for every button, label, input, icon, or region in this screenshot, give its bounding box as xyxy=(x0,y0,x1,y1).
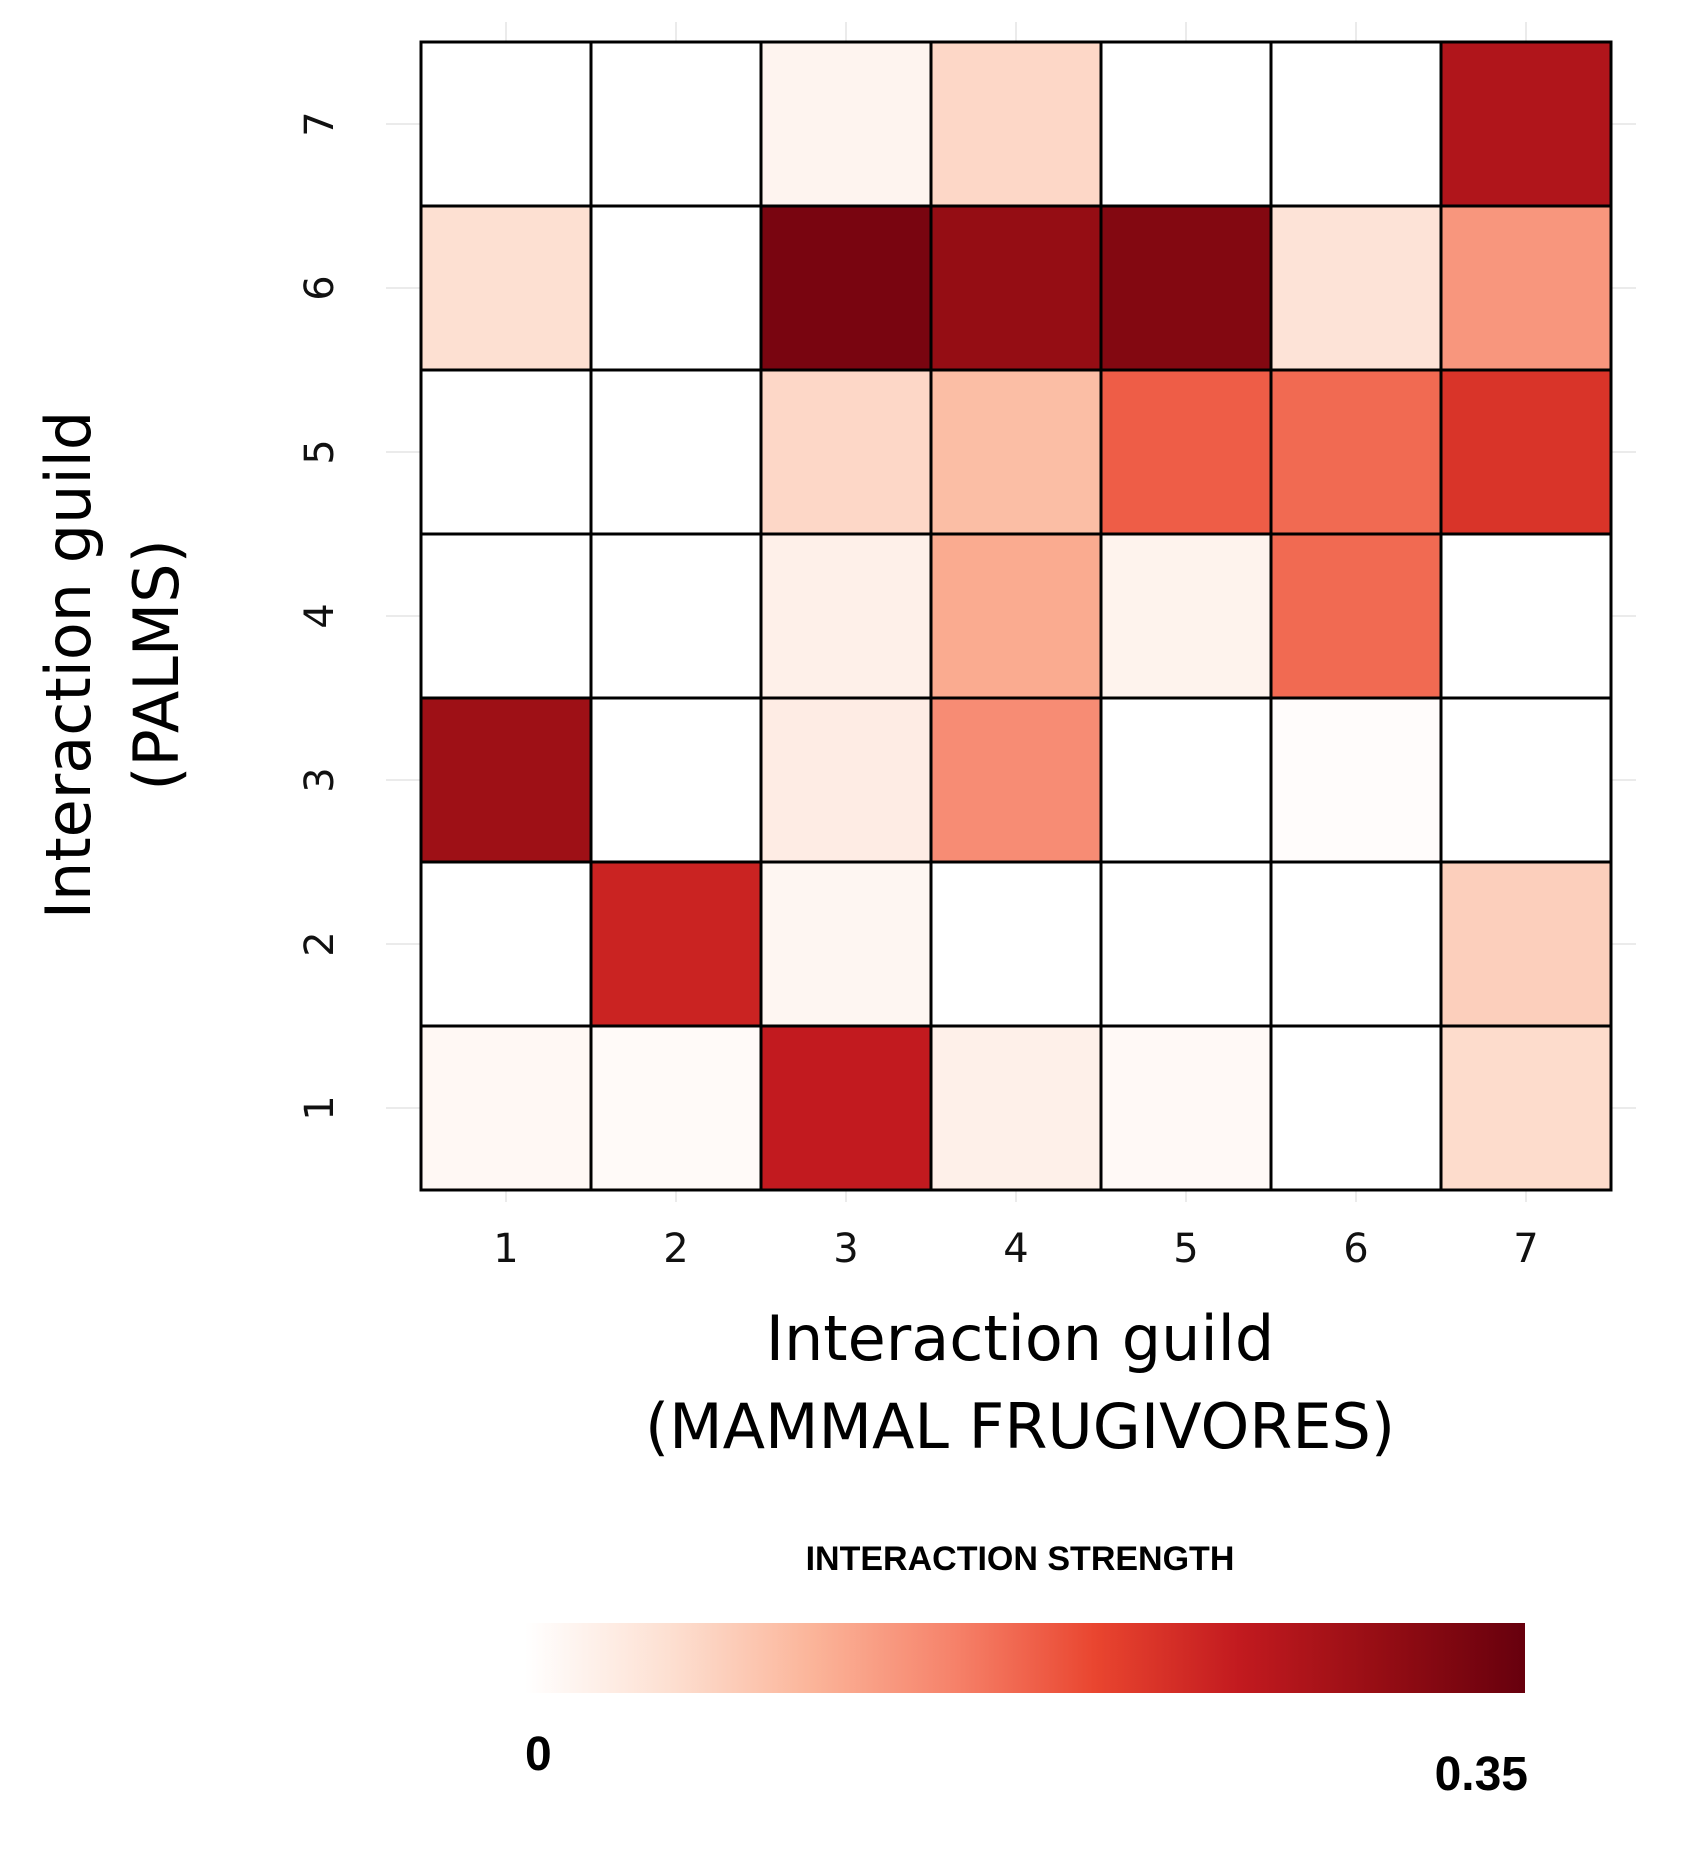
legend-min-label: 0 xyxy=(525,1728,552,1781)
heatmap-cell-x6-y5 xyxy=(1269,368,1443,536)
heatmap-cell-x5-y7 xyxy=(1099,40,1273,208)
heatmap-cell-x3-y4 xyxy=(759,532,933,700)
y-axis-title-line2: (PALMS) xyxy=(120,539,193,791)
heatmap-cell-x2-y7 xyxy=(589,40,763,208)
heatmap-cell-x2-y6 xyxy=(589,204,763,372)
heatmap-cell-x2-y1 xyxy=(589,1024,763,1192)
heatmap-cell-x1-y4 xyxy=(419,532,593,700)
heatmap-cell-x4-y5 xyxy=(929,368,1103,536)
x-tick-label: 7 xyxy=(1513,1226,1538,1272)
x-axis-title-line1: Interaction guild xyxy=(766,1302,1275,1375)
heatmap-cell-x4-y7 xyxy=(929,40,1103,208)
y-tick-label: 5 xyxy=(297,439,343,464)
heatmap-cell-x7-y2 xyxy=(1439,860,1613,1028)
y-tick-labels: 1 2 3 4 5 6 7 xyxy=(297,111,343,1120)
heatmap-cell-x4-y6 xyxy=(929,204,1103,372)
legend-colorbar xyxy=(525,1623,1525,1693)
heatmap-cell-x1-y5 xyxy=(419,368,593,536)
x-tick-label: 4 xyxy=(1003,1226,1028,1272)
x-tick-label: 3 xyxy=(833,1226,858,1272)
y-tick-label: 7 xyxy=(297,111,343,136)
heatmap-cell-x7-y7 xyxy=(1439,40,1613,208)
heatmap-cells xyxy=(419,40,1613,1192)
y-tick-label: 1 xyxy=(297,1095,343,1120)
heatmap-cell-x7-y5 xyxy=(1439,368,1613,536)
heatmap-cell-x6-y1 xyxy=(1269,1024,1443,1192)
heatmap-cell-x5-y5 xyxy=(1099,368,1273,536)
heatmap-cell-x5-y4 xyxy=(1099,532,1273,700)
heatmap-cell-x5-y3 xyxy=(1099,696,1273,864)
heatmap-cell-x3-y2 xyxy=(759,860,933,1028)
x-tick-label: 6 xyxy=(1343,1226,1368,1272)
y-tick-label: 2 xyxy=(297,931,343,956)
heatmap-cell-x3-y1 xyxy=(759,1024,933,1192)
heatmap-cell-x5-y6 xyxy=(1099,204,1273,372)
heatmap-cell-x2-y4 xyxy=(589,532,763,700)
heatmap-cell-x7-y6 xyxy=(1439,204,1613,372)
heatmap-cell-x2-y2 xyxy=(589,860,763,1028)
heatmap-cell-x4-y2 xyxy=(929,860,1103,1028)
legend-title: INTERACTION STRENGTH xyxy=(806,1540,1235,1578)
heatmap-cell-x5-y2 xyxy=(1099,860,1273,1028)
heatmap-cell-x6-y3 xyxy=(1269,696,1443,864)
heatmap-cell-x3-y6 xyxy=(759,204,933,372)
heatmap-cell-x6-y2 xyxy=(1269,860,1443,1028)
heatmap-cell-x1-y2 xyxy=(419,860,593,1028)
heatmap-cell-x5-y1 xyxy=(1099,1024,1273,1192)
heatmap-cell-x4-y3 xyxy=(929,696,1103,864)
heatmap-cell-x6-y7 xyxy=(1269,40,1443,208)
x-tick-labels: 1 2 3 4 5 6 7 xyxy=(493,1226,1538,1272)
heatmap-cell-x1-y1 xyxy=(419,1024,593,1192)
x-tick-label: 5 xyxy=(1173,1226,1198,1272)
x-tick-label: 2 xyxy=(663,1226,688,1272)
heatmap-cell-x6-y6 xyxy=(1269,204,1443,372)
heatmap-cell-x1-y3 xyxy=(419,696,593,864)
heatmap-cell-x1-y7 xyxy=(419,40,593,208)
x-tick-label: 1 xyxy=(493,1226,518,1272)
heatmap-cell-x7-y4 xyxy=(1439,532,1613,700)
x-axis-title-line2: (MAMMAL FRUGIVORES) xyxy=(645,1390,1395,1463)
legend-max-label: 0.35 xyxy=(1435,1748,1528,1801)
heatmap-cell-x7-y1 xyxy=(1439,1024,1613,1192)
heatmap-cell-x1-y6 xyxy=(419,204,593,372)
heatmap-cell-x4-y1 xyxy=(929,1024,1103,1192)
heatmap-cell-x7-y3 xyxy=(1439,696,1613,864)
heatmap-cell-x3-y7 xyxy=(759,40,933,208)
y-tick-label: 6 xyxy=(297,275,343,300)
heatmap-cell-x3-y3 xyxy=(759,696,933,864)
heatmap-cell-x6-y4 xyxy=(1269,532,1443,700)
heatmap-cell-x2-y5 xyxy=(589,368,763,536)
y-tick-label: 4 xyxy=(297,603,343,628)
y-tick-label: 3 xyxy=(297,767,343,792)
heatmap-cell-x2-y3 xyxy=(589,696,763,864)
heatmap-cell-x4-y4 xyxy=(929,532,1103,700)
heatmap-cell-x3-y5 xyxy=(759,368,933,536)
y-axis-title-line1: Interaction guild xyxy=(32,411,105,920)
